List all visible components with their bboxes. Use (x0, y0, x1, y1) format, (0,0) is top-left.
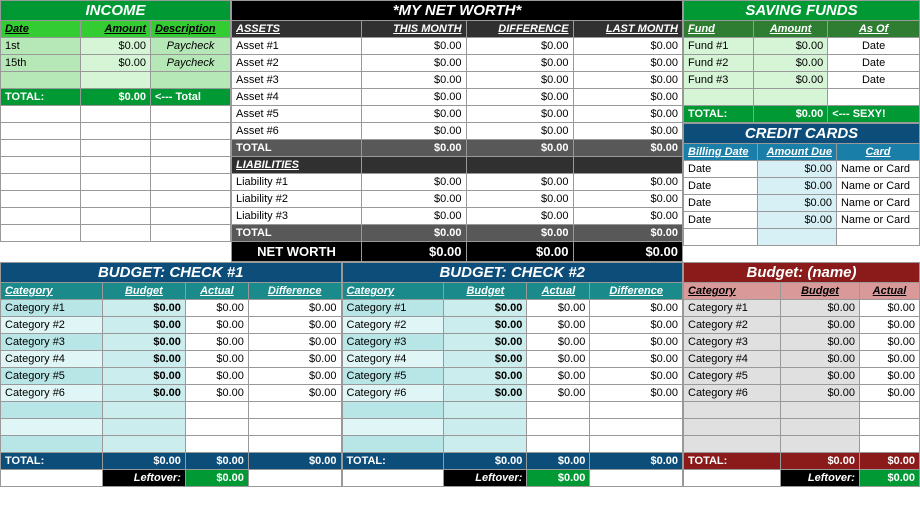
asset-name[interactable]: Asset #2 (232, 55, 362, 72)
liab-name[interactable]: Liability #1 (232, 174, 362, 191)
income-cell[interactable]: Paycheck (151, 55, 231, 72)
liab-name[interactable]: Liability #2 (232, 191, 362, 208)
liab-total-label: TOTAL (232, 225, 362, 242)
networth-label: NET WORTH (232, 242, 362, 262)
asset-name[interactable]: Asset #5 (232, 106, 362, 123)
credit-table: CREDIT CARDS Billing DateAmount DueCard … (683, 123, 920, 246)
liab-label: LIABILITIES (232, 157, 362, 174)
assets-label: ASSETS (232, 21, 362, 38)
networth-table: *MY NET WORTH* ASSETS THIS MONTH DIFFERE… (231, 0, 683, 262)
income-cell[interactable]: $0.00 (81, 38, 151, 55)
budget1-table: BUDGET: CHECK #1 CategoryBudgetActualDif… (0, 262, 342, 487)
nw-hdr-tm: THIS MONTH (362, 21, 467, 38)
asset-total-label: TOTAL (232, 140, 362, 157)
nw-hdr-lm: LAST MONTH (573, 21, 682, 38)
nw-hdr-diff: DIFFERENCE (466, 21, 573, 38)
income-title: INCOME (1, 1, 231, 21)
income-total-label: TOTAL: (1, 89, 81, 106)
income-cell[interactable]: 1st (1, 38, 81, 55)
income-hdr-date: Date (1, 21, 81, 38)
income-hdr-desc: Description (151, 21, 231, 38)
asset-name[interactable]: Asset #1 (232, 38, 362, 55)
asset-name[interactable]: Asset #4 (232, 89, 362, 106)
liab-name[interactable]: Liability #3 (232, 208, 362, 225)
income-cell[interactable]: $0.00 (81, 55, 151, 72)
asset-name[interactable]: Asset #3 (232, 72, 362, 89)
income-cell[interactable]: 15th (1, 55, 81, 72)
savings-title: SAVING FUNDS (684, 1, 920, 21)
income-total: $0.00 (81, 89, 151, 106)
budget3-table: Budget: (name) CategoryBudgetActual Cate… (683, 262, 920, 487)
networth-title: *MY NET WORTH* (232, 1, 683, 21)
income-table: INCOME Date Amount Description 1st$0.00P… (0, 0, 231, 242)
income-total-note: <--- Total (151, 89, 231, 106)
credit-title: CREDIT CARDS (684, 124, 920, 144)
income-cell[interactable]: Paycheck (151, 38, 231, 55)
budget2-table: BUDGET: CHECK #2 CategoryBudgetActualDif… (342, 262, 684, 487)
income-hdr-amount: Amount (81, 21, 151, 38)
savings-table: SAVING FUNDS FundAmountAs Of Fund #1$0.0… (683, 0, 920, 123)
asset-name[interactable]: Asset #6 (232, 123, 362, 140)
